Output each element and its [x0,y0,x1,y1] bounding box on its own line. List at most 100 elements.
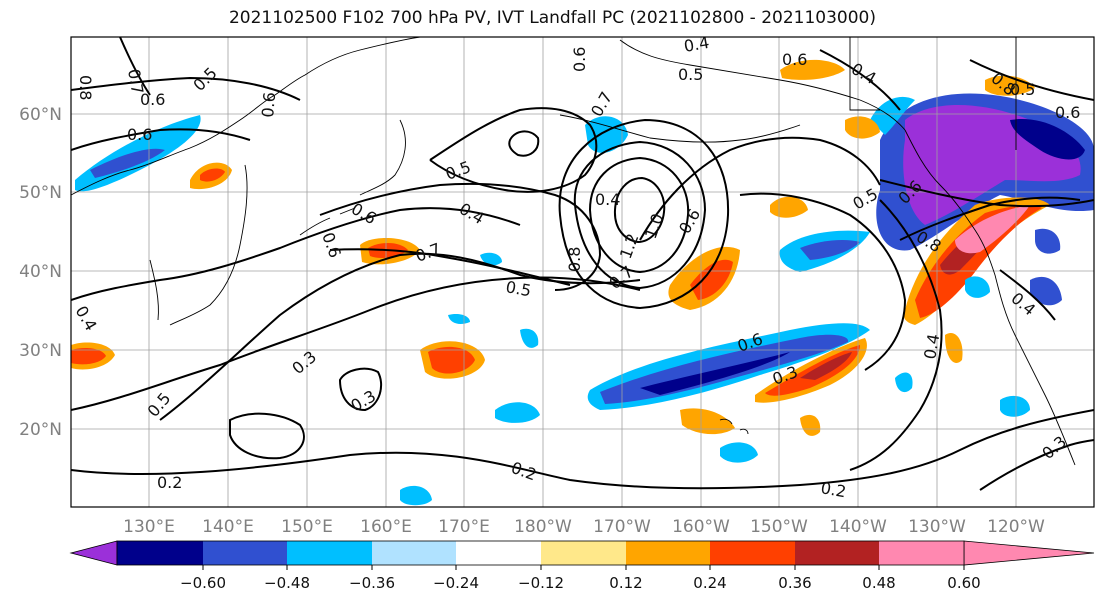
colorbar-tick-label: 0.12 [609,574,642,592]
contour-label: 0.6 [140,90,165,109]
shaded-field [71,59,1094,506]
lon-label: 150°W [750,517,808,537]
negative-anomaly-s6 [965,276,990,298]
positive-anomaly-se [945,332,963,363]
contour-label: 0.3 [1038,432,1070,463]
lon-label: 180°W [514,517,572,537]
negative-anomaly-west-blue [90,148,165,178]
lon-label: 140°W [829,517,887,537]
contour-0.4-se [999,269,1056,321]
contour-label: 0.6 [675,205,704,237]
colorbar-segment [203,541,287,565]
plot-title: 2021102500 F102 700 hPa PV, IVT Landfall… [228,8,876,28]
contour-label: 0.7 [124,67,147,95]
contour-0.6-a [319,182,602,291]
coast-korea [149,259,159,321]
negative-anomaly-s4 [1000,395,1030,417]
contour-label: 0.4 [595,190,620,209]
contour-label: 0.6 [318,230,345,260]
contour-label: 0.3 [288,347,320,378]
negative-anomaly-s12 [448,313,470,324]
colorbar-tick-label: −0.12 [518,574,564,592]
colorbar-tick-label: 0.60 [947,574,980,592]
colorbar-segment [117,541,203,565]
positive-anomaly-coast-pink [955,205,1030,254]
contour-label: 0.5 [504,277,532,300]
coast-kuril [299,207,356,236]
lon-label: 170°E [438,517,490,537]
contour-1.2 [613,176,666,244]
contour-label: 0.5 [189,63,220,94]
contour-label: 0.6 [1055,103,1080,122]
contour-0.8 [573,140,707,290]
contour-0.6-c [739,192,907,371]
negative-anomaly-s7 [1030,276,1062,306]
negative-anomaly-s1 [495,402,540,423]
contour-0.7 [558,118,730,310]
positive-anomaly-s3 [800,414,821,436]
colorbar-segment [456,541,541,565]
contour-1.0 [588,156,690,274]
positive-anomaly-japan-red [200,168,225,182]
coast-hawaii [719,418,749,435]
contour-0.3-se [979,439,1094,491]
negative-anomaly-s11 [520,328,539,348]
contour-0.7-mid [329,248,571,286]
negative-anomaly-s2 [720,442,758,463]
lat-label: 60°N [19,105,62,125]
lon-label: 130°W [908,517,966,537]
contour-label: 0.2 [819,478,847,501]
contour-label: 0.5 [144,389,175,421]
colorbar-tick-label: 0.48 [862,574,895,592]
positive-anomaly-band-darkred [800,352,852,380]
contour-loop1 [508,130,540,157]
positive-anomaly-s2 [680,408,735,435]
lat-label: 40°N [19,262,62,282]
coast-asia [71,37,421,196]
contour-label: 0.6 [258,91,279,118]
lon-label: 120°W [987,517,1045,537]
contour-0.6-b [639,136,881,241]
colorbar: −0.60 −0.48 −0.36 −0.24 −0.12 0.12 0.24 … [69,540,1095,592]
latitude-axis: 60°N 50°N 40°N 30°N 20°N [19,105,62,440]
colorbar-tick-label: −0.36 [349,574,395,592]
coast-aleutians [559,114,801,143]
coastlines [71,37,1076,466]
colorbar-tick-label: 0.36 [778,574,811,592]
contour-label: 0.4 [456,199,488,228]
negative-anomaly-lightblue-ne [870,96,915,135]
contour-label: 0.6 [127,125,152,144]
contour-0.6-ne [969,59,1094,101]
colorbar-min-extension [69,540,118,566]
negative-anomaly-s5 [895,372,913,393]
contour-0.5-c [879,179,1094,208]
positive-anomaly-ak2 [985,75,1035,96]
contour-label: 0.8 [565,247,584,272]
negative-anomaly-s9 [480,252,502,266]
contour-label: 0.7 [413,239,443,266]
coast-borders [849,37,1017,150]
lat-label: 20°N [19,420,62,440]
colorbar-tick-label: −0.24 [433,574,479,592]
contour-label: 1.2 [616,231,643,261]
contour-0.6-nw2 [71,76,301,101]
contour-label: 0.7 [587,88,616,120]
positive-anomaly-w-red [71,348,106,365]
negative-anomaly-band-navy [640,352,790,395]
colorbar-segment [710,541,795,565]
lon-label: 170°W [593,517,651,537]
positive-anomaly-ak [780,59,845,80]
colorbar-segment [626,541,710,565]
contour-label: 0.4 [72,303,101,335]
contour-low-sw [229,412,305,460]
contour-0.4-west [71,207,521,301]
contour-0.2 [71,409,1094,490]
contour-label: 0.5 [850,184,882,213]
colorbar-tick-label: −0.48 [264,574,310,592]
lon-label: 160°W [672,517,730,537]
contour-label: 0.6 [782,50,807,69]
positive-anomaly-small1 [770,196,808,218]
contour-label: 0.5 [678,65,703,84]
colorbar-tick-label: −0.60 [180,574,226,592]
coast-na-west [904,129,1076,466]
